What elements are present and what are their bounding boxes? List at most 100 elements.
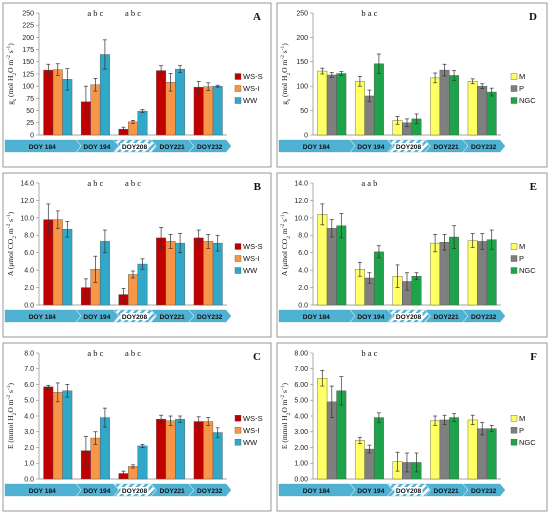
y-tick-label: 2.0 — [24, 445, 34, 452]
bar — [175, 68, 186, 136]
legend-label: M — [519, 414, 525, 423]
doy-band — [350, 139, 393, 153]
y-tick-label: 0.0 — [298, 302, 308, 309]
doy-band — [463, 483, 506, 497]
significance-letters: a b c — [125, 8, 141, 18]
y-tick-label: 5.0 — [24, 398, 34, 405]
x-tick-label: DOY 184 — [303, 488, 330, 495]
bar — [156, 70, 167, 136]
y-tick-label: 10.0 — [294, 215, 308, 222]
doy-band — [4, 483, 81, 497]
y-tick-label: 0 — [304, 132, 308, 139]
doy-band — [151, 139, 194, 153]
doy-label-bg — [120, 487, 149, 494]
bar — [411, 276, 422, 306]
y-tick-label: 12.0 — [20, 198, 34, 205]
y-axis-label: E (mmol H2O m-2 s-1) — [6, 382, 18, 449]
bar — [203, 421, 214, 480]
legend-swatch — [510, 427, 518, 434]
bar — [52, 219, 63, 306]
bar — [430, 420, 441, 480]
x-tick-label: DOY232 — [471, 314, 497, 321]
bar — [193, 237, 204, 306]
bar — [43, 69, 54, 136]
bar — [203, 241, 214, 306]
bar — [317, 214, 328, 306]
y-tick-label: 7.00 — [294, 366, 308, 373]
y-tick-label: 6.0 — [24, 250, 34, 257]
legend-swatch — [510, 243, 518, 250]
y-tick-label: 50 — [26, 108, 34, 115]
legend-label: WW — [243, 96, 258, 105]
doy-band — [76, 309, 119, 323]
panel-letter: E — [530, 181, 537, 193]
legend-swatch — [234, 267, 242, 274]
bar — [430, 77, 441, 136]
doy-band — [425, 309, 468, 323]
legend-label: WW — [243, 438, 258, 447]
x-tick-label: DOY208 — [122, 314, 148, 321]
y-tick-label: 2.00 — [294, 445, 308, 452]
bar — [373, 417, 384, 480]
y-axis-label: A (μmol CO2 m-2 s-1) — [6, 211, 18, 276]
y-tick-label: 14.0 — [20, 180, 34, 187]
y-tick-label: 75 — [26, 96, 34, 103]
y-tick-label: 10.0 — [20, 215, 34, 222]
y-tick-label: 8.00 — [294, 350, 308, 357]
y-tick-label: 25 — [26, 120, 34, 127]
y-tick-label: 2.0 — [298, 285, 308, 292]
bar — [156, 418, 167, 480]
x-tick-label: DOY 184 — [303, 314, 330, 321]
doy-band — [463, 139, 506, 153]
x-tick-label: DOY232 — [471, 488, 497, 495]
panel-F: 0.00 1.00 2.00 3.00 4.00 5.00 6.00 7.00 8.00 E (m… — [276, 342, 548, 512]
significance-letters: a b c — [87, 8, 103, 18]
legend-label: WS-S — [243, 72, 263, 81]
x-tick-label: DOY232 — [471, 144, 497, 151]
bar — [467, 240, 478, 306]
bar — [373, 63, 384, 136]
x-tick-label: DOY 184 — [29, 144, 56, 151]
panel-letter: F — [530, 351, 537, 363]
bar — [317, 70, 328, 136]
x-tick-label: DOY232 — [197, 488, 223, 495]
panel-letter: C — [253, 351, 261, 363]
legend-swatch — [510, 85, 518, 92]
x-tick-label: DOY208 — [122, 488, 148, 495]
y-axis-label: gs (mol H2O m-2 s-1) — [6, 43, 18, 105]
doy-band — [189, 139, 232, 153]
legend-swatch — [234, 243, 242, 250]
legend-label: P — [519, 426, 524, 435]
y-tick-label: 175 — [22, 47, 34, 54]
legend-label: WS-I — [243, 84, 260, 93]
legend-label: WS-S — [243, 242, 263, 251]
bar — [486, 428, 497, 480]
x-tick-label: DOY 194 — [357, 488, 384, 495]
bar — [486, 91, 497, 136]
legend-swatch — [510, 73, 518, 80]
y-tick-label: 6.0 — [24, 382, 34, 389]
bar — [212, 242, 223, 306]
y-tick-label: 14.0 — [294, 180, 308, 187]
legend-swatch — [234, 415, 242, 422]
doy-label-bg — [394, 143, 423, 150]
doy-label-bg — [394, 313, 423, 320]
legend-swatch — [510, 255, 518, 262]
x-tick-label: DOY208 — [122, 144, 148, 151]
y-tick-label: 50 — [300, 108, 308, 115]
bar — [439, 419, 450, 480]
significance-letters: b a c — [361, 348, 377, 358]
y-tick-label: 8.0 — [24, 233, 34, 240]
x-tick-label: DOY221 — [433, 144, 459, 151]
x-tick-label: DOY 184 — [303, 144, 330, 151]
x-tick-label: DOY 194 — [357, 144, 384, 151]
bar — [449, 417, 460, 480]
doy-band — [151, 483, 194, 497]
legend-swatch — [510, 415, 518, 422]
y-tick-label: 4.0 — [24, 268, 34, 275]
bar — [52, 69, 63, 136]
significance-letters: a b c — [125, 348, 141, 358]
doy-label-bg — [120, 143, 149, 150]
doy-label-bg — [394, 487, 423, 494]
